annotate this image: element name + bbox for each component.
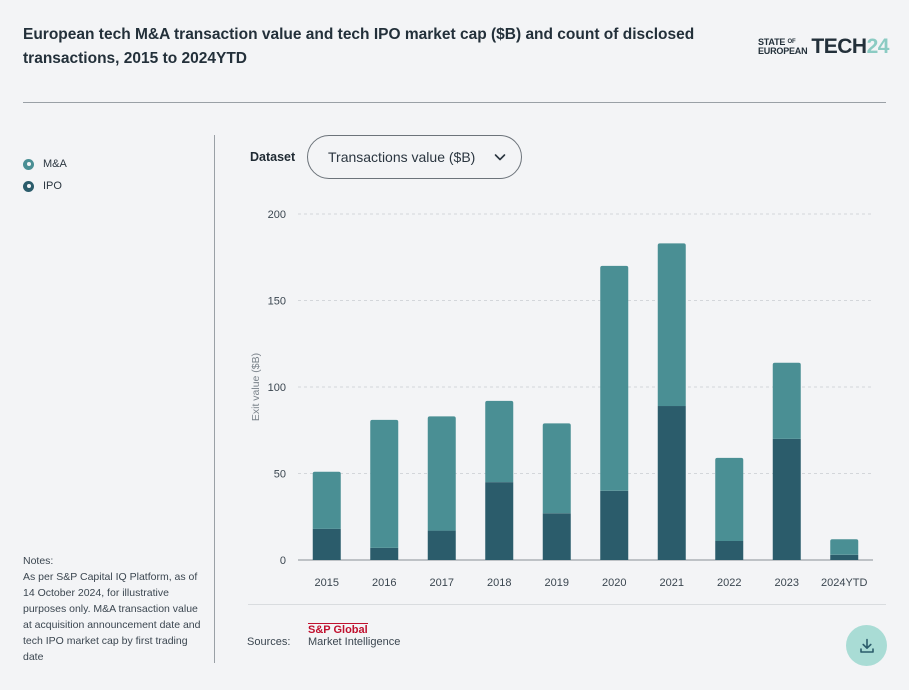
bar-ipo-2018 [485,482,514,560]
x-tick-label-2018: 2018 [487,577,511,589]
download-button[interactable] [846,625,887,666]
legend-dot-ipo-icon [23,180,34,192]
download-icon [859,638,874,653]
x-tick-label-2024YTD: 2024YTD [821,577,868,589]
logo-tech-text: TECH [811,35,867,58]
sp-global-logo: S&P Global [308,623,368,636]
bar-ipo-2023 [772,438,801,560]
chevron-down-icon [494,154,506,161]
notes: Notes: As per S&P Capital IQ Platform, a… [23,555,201,663]
y-axis-label: Exit value ($B) [250,353,262,421]
y-tick-label-50: 50 [274,469,286,481]
bar-ipo-2021 [657,406,686,560]
logo-year-text: 24 [866,35,890,58]
y-tick-label-0: 0 [280,555,286,567]
bar-ma-2016 [370,419,399,548]
bar-ma-2023 [772,362,801,439]
dataset-label: Dataset [250,150,296,164]
sources-label: Sources: [247,636,291,648]
bar-ipo-2017 [427,530,456,560]
logo-state-text: STATE [758,37,786,47]
bar-ma-2018 [485,400,514,483]
y-tick-label-200: 200 [268,209,286,221]
stacked-bar-chart: 0 50 100 150 200 Exit value ($B) 2015 2016 2017 2… [250,209,873,589]
dataset-select[interactable]: Transactions value ($B) [307,135,522,179]
state-of-european-tech-logo: STATE OF EUROPEAN TECH 24 [758,35,890,59]
x-tick-label-2020: 2020 [602,577,626,589]
x-tick-label-2019: 2019 [545,577,569,589]
bar-ipo-2019 [542,513,571,560]
x-tick-label-2015: 2015 [315,577,339,589]
bar-ipo-2022 [715,540,744,560]
footer-divider [248,604,886,605]
bar-ma-2017 [427,416,456,531]
x-tick-label-2016: 2016 [372,577,396,589]
header-divider [23,102,886,103]
logo-of-text: OF [787,39,796,45]
y-tick-label-150: 150 [268,296,286,308]
dataset-select-value: Transactions value ($B) [328,149,476,165]
bar-ma-2024YTD [830,539,859,555]
x-tick-label-2017: 2017 [430,577,454,589]
chart-title: European tech M&A transaction value and … [23,26,695,67]
logo-european-text: EUROPEAN [758,46,808,56]
legend-label-ipo: IPO [43,180,62,192]
y-tick-label-100: 100 [268,382,286,394]
legend-item-ma[interactable]: M&A [23,153,67,175]
bar-ma-2019 [542,423,571,514]
bar-ipo-2015 [312,528,341,560]
bar-ipo-2016 [370,547,399,560]
sp-market-intelligence-text: Market Intelligence [308,636,401,648]
legend-label-ma: M&A [43,158,67,170]
x-tick-label-2021: 2021 [660,577,684,589]
bar-ipo-2024YTD [830,554,859,560]
legend: M&A IPO [23,153,67,197]
bar-ma-2022 [715,457,744,541]
bar-ma-2021 [657,243,686,407]
legend-dot-ma-icon [23,158,34,170]
x-tick-label-2022: 2022 [717,577,741,589]
bar-ma-2020 [600,265,629,491]
bar-ma-2015 [312,471,341,529]
legend-item-ipo[interactable]: IPO [23,175,67,197]
x-tick-label-2023: 2023 [775,577,799,589]
bar-ipo-2020 [600,490,629,560]
sidebar-divider [214,135,215,663]
